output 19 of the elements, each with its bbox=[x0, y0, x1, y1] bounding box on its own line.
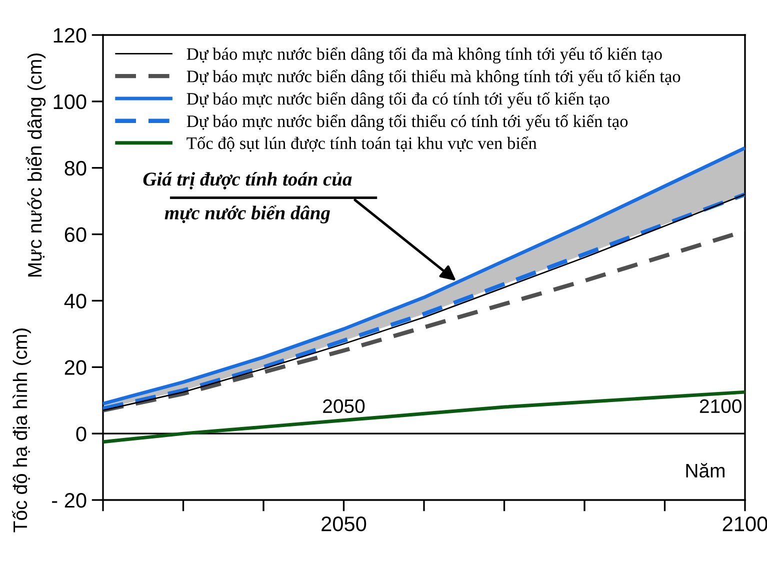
legend-label: Dự báo mực nước biển dâng tối thiểu mà không tính tới yếu tố kiến tạo bbox=[186, 70, 680, 86]
y-tick-label: 100 bbox=[54, 94, 86, 110]
y-axis-title: Mực nước biển dâng (cm) bbox=[26, 54, 46, 276]
legend-label: Dự báo mực nước biển dâng tối thiểu có tính tới yếu tố kiến tạo bbox=[186, 114, 628, 131]
annotation: 2100 bbox=[700, 399, 742, 414]
annotation: 2050 bbox=[323, 399, 365, 414]
legend-label: Dự báo mực nước biển dâng tối đa có tính tới yếu tố kiến tạo bbox=[186, 92, 610, 108]
y-tick-label: 60 bbox=[64, 227, 86, 242]
annotation: Giá trị được tính toán của mực nước biển dâng bbox=[143, 172, 352, 224]
y-tick-label: 0 bbox=[76, 426, 86, 442]
y-tick-label: 80 bbox=[64, 160, 86, 176]
text: Tốc độ hạ địa hình (cm) bbox=[12, 328, 31, 532]
y-tick-label: 20 bbox=[64, 360, 86, 375]
y-tick-label: 40 bbox=[64, 294, 86, 308]
legend-label: Tốc độ sụt lún được tính toán tại khu vực ven biển bbox=[186, 136, 537, 152]
y-tick-label: - 20 bbox=[52, 493, 86, 508]
x-axis-title: Năm bbox=[686, 463, 724, 478]
y-tick-label: 120 bbox=[54, 28, 86, 43]
legend-label: Dự báo mực nước biển dâng tối đa mà không tính tới yếu tố kiến tạo bbox=[186, 47, 662, 64]
